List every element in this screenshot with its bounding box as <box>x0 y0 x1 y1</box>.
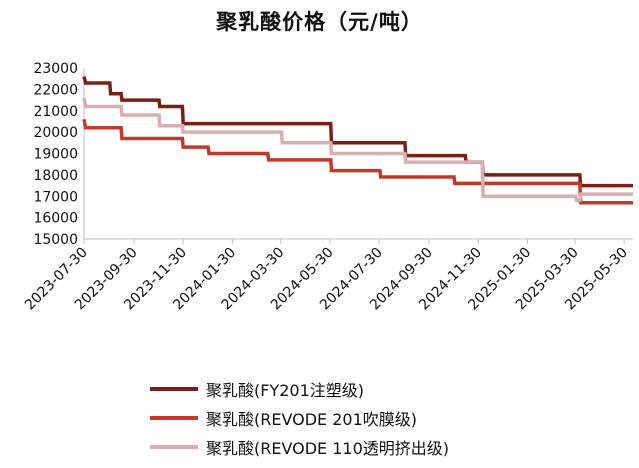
y-axis-ticks: 23000 22000 21000 20000 19000 18000 17000 16000… <box>33 61 78 248</box>
legend-label: 聚乳酸(REVODE 201吹膜级) <box>206 409 418 429</box>
legend-swatch <box>150 444 198 449</box>
series-lines <box>82 76 633 205</box>
legend-label: 聚乳酸(FY201注塑级) <box>206 380 365 400</box>
legend-item: 聚乳酸(REVODE 110透明挤出级) <box>150 432 449 461</box>
chart-title: 聚乳酸价格（元/吨） <box>216 10 423 34</box>
line-chart: 23000 22000 21000 20000 19000 18000 17000 16000… <box>22 61 633 313</box>
y-tick-label: 20000 <box>33 125 78 141</box>
legend: 聚乳酸(FY201注塑级) 聚乳酸(REVODE 201吹膜级) 聚乳酸(REVOD… <box>150 374 449 461</box>
y-tick-label: 15000 <box>33 232 78 248</box>
y-tick-label: 21000 <box>33 104 78 120</box>
x-axis-ticks: 2023-07-302023-09-302023-11-302024-01-30… <box>22 239 631 313</box>
y-tick-label: 22000 <box>33 82 78 98</box>
y-tick-label: 18000 <box>33 168 78 184</box>
legend-swatch <box>150 415 198 420</box>
y-tick-label: 16000 <box>33 211 78 227</box>
legend-swatch <box>150 386 198 391</box>
y-tick-label: 19000 <box>33 147 78 163</box>
legend-label: 聚乳酸(REVODE 110透明挤出级) <box>206 438 450 458</box>
series-line-3 <box>82 97 633 203</box>
axes <box>83 68 633 240</box>
legend-item: 聚乳酸(FY201注塑级) <box>150 374 449 403</box>
y-tick-label: 17000 <box>33 189 78 205</box>
legend-item: 聚乳酸(REVODE 201吹膜级) <box>150 403 449 432</box>
series-line-2 <box>82 118 633 205</box>
y-tick-label: 23000 <box>33 61 78 77</box>
